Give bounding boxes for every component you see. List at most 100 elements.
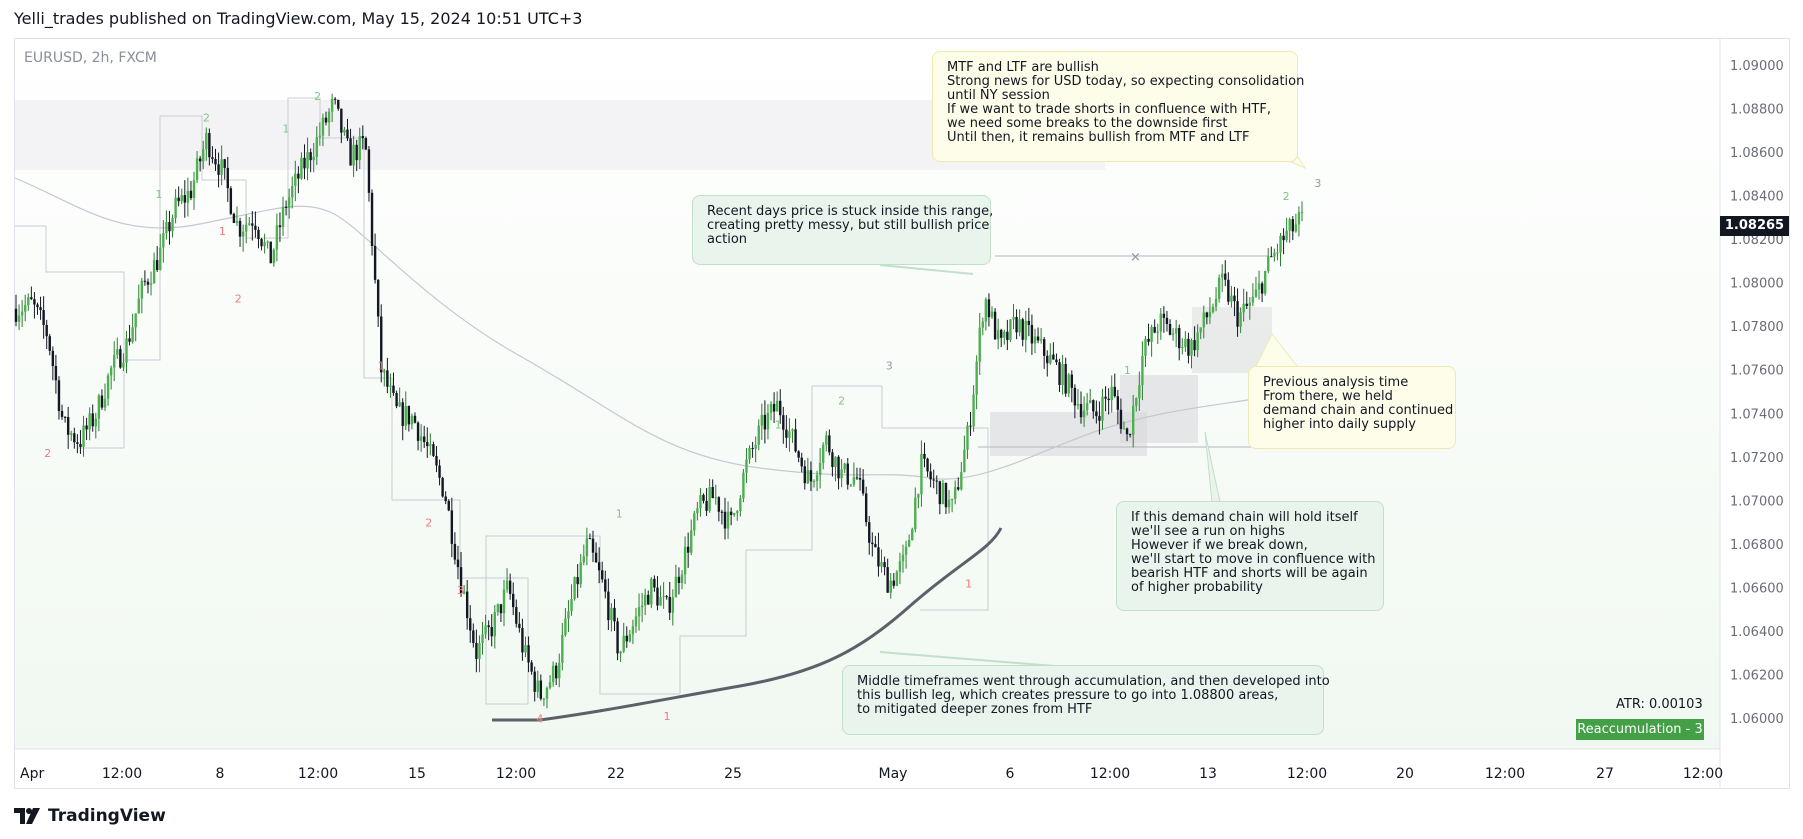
candle-body [496, 604, 500, 613]
wave-label: 1 [616, 508, 623, 521]
candle-body [1233, 295, 1236, 302]
candle-body [27, 297, 30, 306]
candle-body [238, 220, 242, 237]
note-range[interactable]: Recent days price is stuck inside this r… [692, 195, 993, 265]
candle-body [1285, 230, 1288, 241]
note-previous-analysis[interactable]: Previous analysis time From there, we he… [1248, 366, 1456, 449]
candle-body [861, 479, 865, 494]
candle-body [1217, 277, 1221, 299]
candle-body [585, 538, 589, 557]
candle-body [650, 578, 653, 605]
candle-body [622, 635, 625, 652]
candle-body [938, 481, 942, 505]
candle-body [1092, 400, 1095, 412]
candle-body [159, 247, 162, 270]
publisher-header: Yelli_trades published on TradingView.co… [14, 9, 583, 28]
candle-body [564, 618, 567, 635]
candle-body [266, 241, 269, 243]
time-tick-label: 12:00 [1287, 766, 1327, 782]
candle-body [717, 497, 721, 512]
candle-body [54, 366, 58, 381]
candle-body [521, 628, 524, 653]
candle-body [846, 463, 849, 485]
time-tick-label: 15 [408, 766, 426, 782]
candle-body [33, 299, 36, 305]
candle-body [386, 370, 389, 387]
chart-frame[interactable] [14, 38, 1790, 789]
candle-body [1104, 396, 1107, 399]
candle-body [548, 682, 552, 688]
candle-body [333, 98, 337, 100]
candle-body [131, 327, 134, 342]
symbol-label: EURUSD, 2h, FXCM [24, 50, 157, 66]
candle-body [398, 402, 401, 407]
candle-body [361, 136, 365, 139]
candle-body [527, 645, 530, 663]
candle-body [1110, 386, 1113, 401]
note-demand-chain[interactable]: If this demand chain will hold itself we… [1116, 501, 1384, 611]
candle-body [993, 311, 997, 340]
candle-body [349, 138, 352, 166]
candle-body [702, 494, 705, 501]
candle-body [1208, 311, 1212, 318]
candle-body [220, 159, 223, 175]
candle-body [1073, 387, 1077, 406]
candle-body [610, 607, 613, 621]
candle-body [1012, 316, 1015, 320]
candle-body [1165, 317, 1169, 325]
candle-body [438, 465, 441, 478]
candle-body [1039, 339, 1043, 341]
range-midpoint-marker: × [1130, 250, 1141, 265]
candle-body [162, 233, 165, 248]
candle-body [128, 338, 131, 342]
candle-body [570, 599, 573, 612]
candle-body [1052, 354, 1055, 360]
candle-body [573, 577, 576, 600]
candle-body [760, 414, 764, 426]
candle-body [66, 417, 70, 435]
time-tick-label: 8 [216, 766, 225, 782]
candle-body [711, 487, 714, 499]
candle-body [401, 402, 404, 426]
candle-body [659, 597, 662, 606]
candle-body [318, 135, 322, 138]
candle-body [91, 413, 94, 427]
candle-body [647, 594, 650, 605]
candle-body [109, 367, 113, 376]
candle-body [294, 173, 297, 187]
candle-body [582, 556, 586, 563]
price-tick-label: 1.07600 [1730, 364, 1784, 379]
candle-body [806, 470, 810, 484]
candle-body [24, 305, 27, 312]
candle-body [1067, 374, 1070, 394]
price-tick-label: 1.06000 [1730, 712, 1784, 727]
candle-body [20, 311, 24, 316]
candle-body [383, 370, 386, 373]
candle-body [1021, 319, 1024, 340]
candle-body [1095, 411, 1098, 417]
candle-body [960, 472, 963, 490]
candle-body [763, 414, 767, 430]
candle-body [472, 630, 475, 643]
footer-brand[interactable]: TradingView [14, 806, 166, 826]
candle-body [1058, 362, 1061, 386]
candle-body [155, 260, 159, 270]
candle-body [275, 225, 279, 250]
time-tick-label: 12:00 [102, 766, 142, 782]
candle-body [530, 662, 533, 672]
candle-body [149, 283, 153, 285]
candle-body [195, 158, 199, 181]
candle-body [1236, 301, 1239, 327]
note-mtf-ltf[interactable]: MTF and LTF are bullish Strong news for … [932, 51, 1304, 162]
candle-body [947, 499, 951, 508]
reaccumulation-badge: Reaccumulation - 3 [1576, 719, 1704, 740]
candle-body [1089, 400, 1092, 404]
candle-body [588, 538, 592, 540]
time-tick-label: May [879, 766, 908, 782]
candle-body [140, 280, 144, 299]
candle-body [1147, 338, 1150, 342]
note-middle-timeframes[interactable]: Middle timeframes went through accumulat… [842, 665, 1330, 735]
candle-body [309, 152, 312, 161]
candle-body [211, 157, 214, 159]
candle-body [444, 496, 447, 502]
